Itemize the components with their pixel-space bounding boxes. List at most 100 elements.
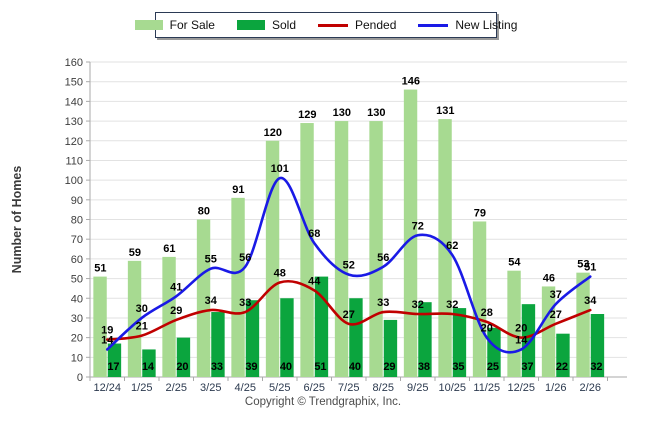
sold-bar bbox=[211, 312, 225, 377]
sold-bar bbox=[245, 300, 260, 377]
svg-text:51: 51 bbox=[94, 263, 106, 275]
svg-text:51: 51 bbox=[314, 361, 326, 373]
for-sale-bar bbox=[231, 197, 245, 377]
for-sale-swatch-icon bbox=[134, 20, 163, 30]
svg-text:30: 30 bbox=[136, 303, 148, 315]
svg-text:7/25: 7/25 bbox=[338, 382, 359, 394]
svg-text:80: 80 bbox=[198, 206, 210, 218]
svg-text:60: 60 bbox=[71, 254, 83, 266]
svg-text:21: 21 bbox=[136, 321, 148, 333]
axis-tick-labels: 0 10 20 30 40 50 60 70 80 90 100 110 120 130 140 150 160… bbox=[10, 57, 601, 394]
svg-text:2/26: 2/26 bbox=[580, 382, 601, 394]
sold-bar bbox=[176, 337, 191, 377]
value-labels: 51 17 59 14 61 20 80 33 91 39 120 40 129 51 130 40 130 29… bbox=[94, 76, 602, 373]
svg-text:110: 110 bbox=[65, 155, 83, 167]
bars bbox=[93, 89, 605, 377]
for-sale-bar bbox=[196, 219, 211, 377]
legend-label: Pended bbox=[355, 18, 397, 32]
sold-bar bbox=[349, 298, 363, 377]
svg-text:2/25: 2/25 bbox=[166, 382, 187, 394]
svg-text:14: 14 bbox=[142, 361, 155, 373]
svg-text:79: 79 bbox=[474, 207, 486, 219]
svg-text:35: 35 bbox=[452, 361, 464, 373]
svg-text:160: 160 bbox=[65, 57, 83, 69]
svg-text:72: 72 bbox=[412, 220, 424, 232]
y-axis-title: Number of Homes bbox=[10, 166, 24, 274]
copyright-text: Copyright © Trendgraphix, Inc. bbox=[244, 396, 402, 408]
svg-text:25: 25 bbox=[487, 361, 499, 373]
chart-legend: For Sale Sold Pended New Listing bbox=[134, 12, 517, 38]
sold-bar bbox=[280, 298, 294, 377]
legend-label: Sold bbox=[271, 18, 296, 32]
svg-text:91: 91 bbox=[232, 184, 244, 196]
gridlines bbox=[90, 61, 627, 358]
for-sale-bar bbox=[472, 221, 487, 377]
for-sale-bar bbox=[265, 140, 280, 377]
sold-bar bbox=[556, 333, 570, 377]
svg-text:12/24: 12/24 bbox=[93, 382, 121, 394]
svg-text:4/25: 4/25 bbox=[235, 382, 256, 394]
svg-text:130: 130 bbox=[333, 107, 351, 119]
svg-text:55: 55 bbox=[205, 254, 217, 266]
for-sale-bar bbox=[334, 121, 349, 377]
svg-text:131: 131 bbox=[436, 105, 454, 117]
svg-text:8/25: 8/25 bbox=[373, 382, 394, 394]
svg-text:32: 32 bbox=[412, 299, 424, 311]
svg-text:5/25: 5/25 bbox=[269, 382, 290, 394]
svg-text:30: 30 bbox=[71, 313, 83, 325]
svg-text:38: 38 bbox=[418, 361, 430, 373]
svg-text:80: 80 bbox=[71, 215, 83, 227]
svg-text:101: 101 bbox=[271, 163, 289, 175]
svg-text:34: 34 bbox=[584, 295, 597, 307]
for-sale-bar bbox=[369, 121, 383, 377]
svg-text:56: 56 bbox=[377, 252, 389, 264]
sold-bar bbox=[487, 327, 501, 377]
svg-text:29: 29 bbox=[383, 361, 395, 373]
svg-text:34: 34 bbox=[205, 295, 218, 307]
svg-text:20: 20 bbox=[481, 323, 493, 335]
legend-label: New Listing bbox=[455, 18, 518, 32]
svg-text:1/25: 1/25 bbox=[131, 382, 152, 394]
legend-item-for-sale: For Sale bbox=[134, 18, 215, 32]
svg-text:22: 22 bbox=[556, 361, 568, 373]
svg-text:150: 150 bbox=[65, 77, 83, 89]
legend-item-new-listing: New Listing bbox=[418, 18, 517, 32]
sold-bar bbox=[142, 349, 156, 377]
sold-bar bbox=[590, 314, 605, 377]
svg-text:20: 20 bbox=[176, 361, 188, 373]
svg-text:20: 20 bbox=[515, 323, 527, 335]
trend-lines bbox=[105, 176, 592, 354]
svg-text:48: 48 bbox=[274, 268, 286, 280]
svg-text:10: 10 bbox=[71, 352, 83, 364]
svg-text:90: 90 bbox=[71, 195, 83, 207]
svg-text:46: 46 bbox=[543, 272, 555, 284]
svg-text:37: 37 bbox=[550, 289, 562, 301]
svg-text:0: 0 bbox=[77, 372, 83, 384]
svg-text:27: 27 bbox=[550, 309, 562, 321]
for-sale-bar bbox=[300, 123, 314, 377]
sold-bar bbox=[107, 343, 122, 377]
for-sale-bar bbox=[93, 276, 107, 377]
svg-text:37: 37 bbox=[521, 361, 533, 373]
svg-text:14: 14 bbox=[515, 334, 528, 346]
svg-text:11/25: 11/25 bbox=[473, 382, 500, 394]
svg-text:54: 54 bbox=[508, 257, 521, 269]
svg-text:40: 40 bbox=[349, 361, 361, 373]
for-sale-bar bbox=[576, 272, 590, 377]
sold-bar bbox=[383, 319, 398, 377]
new-listing-line bbox=[105, 176, 592, 354]
svg-text:130: 130 bbox=[65, 116, 83, 128]
svg-text:130: 130 bbox=[367, 107, 385, 119]
svg-text:6/25: 6/25 bbox=[304, 382, 325, 394]
pended-line bbox=[105, 279, 592, 341]
svg-text:53: 53 bbox=[577, 259, 589, 271]
new-listing-line-swatch-icon bbox=[418, 23, 449, 27]
svg-text:56: 56 bbox=[239, 252, 251, 264]
svg-text:33: 33 bbox=[377, 297, 389, 309]
svg-text:140: 140 bbox=[65, 96, 83, 108]
svg-text:61: 61 bbox=[163, 243, 175, 255]
svg-text:29: 29 bbox=[170, 305, 182, 317]
svg-text:68: 68 bbox=[308, 228, 320, 240]
